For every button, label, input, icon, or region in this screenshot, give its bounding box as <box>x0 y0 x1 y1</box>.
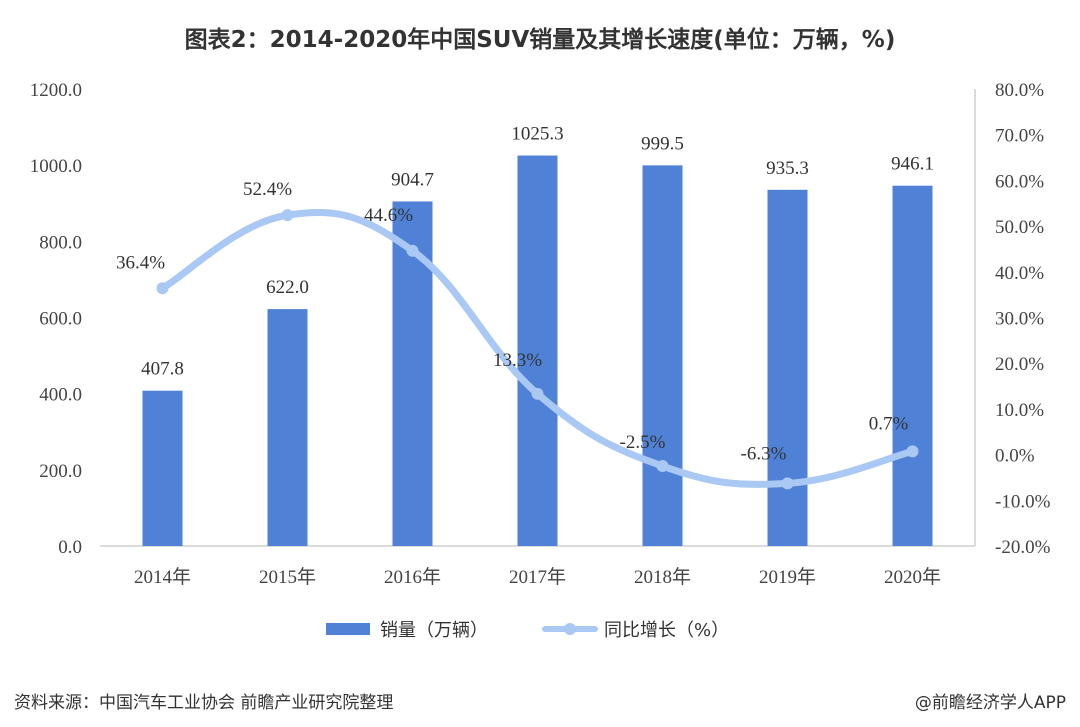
legend-line-label: 同比增长（%） <box>604 620 729 641</box>
bar <box>767 189 808 546</box>
growth-point <box>281 209 294 222</box>
y-right-tick-label: 80.0% <box>995 80 1044 101</box>
bar-value-label: 904.7 <box>391 169 434 190</box>
growth-value-label: 36.4% <box>116 252 165 273</box>
y-right-tick-label: 60.0% <box>995 171 1044 192</box>
x-tick-label: 2015年 <box>259 566 316 588</box>
y-right-tick-label: 50.0% <box>995 217 1044 238</box>
y-right-tick-label: 70.0% <box>995 126 1044 147</box>
x-tick-label: 2019年 <box>759 566 816 588</box>
y-left-tick-label: 1200.0 <box>30 80 82 101</box>
y-right-tick-label: 10.0% <box>995 400 1044 421</box>
source-note: 资料来源：中国汽车工业协会 前瞻产业研究院整理 <box>14 693 394 713</box>
growth-point <box>406 244 419 257</box>
growth-value-label: -6.3% <box>741 443 787 464</box>
x-tick-label: 2014年 <box>134 566 191 588</box>
bar-value-label: 622.0 <box>266 277 309 298</box>
growth-value-label: -2.5% <box>620 432 666 453</box>
bar-value-label: 407.8 <box>141 359 184 380</box>
x-tick-label: 2018年 <box>634 566 691 588</box>
x-tick-label: 2016年 <box>384 566 441 588</box>
credit-note: @前瞻经济学人APP <box>914 693 1066 713</box>
y-right-tick-label: 0.0% <box>995 446 1035 467</box>
y-left-tick-label: 200.0 <box>39 461 82 482</box>
y-right-tick-label: -10.0% <box>995 491 1051 512</box>
legend-line-marker <box>564 623 576 635</box>
bar-value-label: 946.1 <box>891 154 934 175</box>
y-right-tick-label: 30.0% <box>995 309 1044 330</box>
chart-title: 图表2：2014-2020年中国SUV销量及其增长速度(单位：万辆，%) <box>184 27 896 53</box>
y-right-tick-label: -20.0% <box>995 537 1051 558</box>
bar <box>267 309 308 546</box>
legend-bar-label: 销量（万辆） <box>380 620 488 641</box>
bar <box>142 390 183 546</box>
bar <box>892 185 933 546</box>
y-left-tick-label: 0.0 <box>58 537 82 558</box>
x-tick-label: 2020年 <box>884 566 941 588</box>
y-right-tick-label: 20.0% <box>995 354 1044 375</box>
bar-value-label: 999.5 <box>641 133 684 154</box>
growth-value-label: 13.3% <box>493 350 542 371</box>
growth-point <box>531 387 544 400</box>
growth-value-label: 0.7% <box>869 413 909 434</box>
bar <box>642 165 683 546</box>
bar <box>517 155 558 546</box>
y-left-tick-label: 1000.0 <box>30 156 82 177</box>
growth-value-label: 44.6% <box>364 205 413 226</box>
growth-value-label: 52.4% <box>243 179 292 200</box>
bar-value-label: 935.3 <box>766 158 809 179</box>
legend-bar-swatch <box>326 623 370 635</box>
x-tick-label: 2017年 <box>509 566 566 588</box>
growth-point <box>156 282 169 295</box>
y-left-tick-label: 600.0 <box>39 309 82 330</box>
y-right-tick-label: 40.0% <box>995 263 1044 284</box>
bar-value-label: 1025.3 <box>511 124 563 145</box>
growth-point <box>906 445 919 458</box>
y-left-tick-label: 800.0 <box>39 232 82 253</box>
growth-point <box>656 460 669 473</box>
growth-point <box>781 477 794 490</box>
combo-chart: 0.0 200.0 400.0 600.0 800.0 1000.0 1200.0 -20.0… <box>30 80 1051 641</box>
y-left-tick-label: 400.0 <box>39 385 82 406</box>
